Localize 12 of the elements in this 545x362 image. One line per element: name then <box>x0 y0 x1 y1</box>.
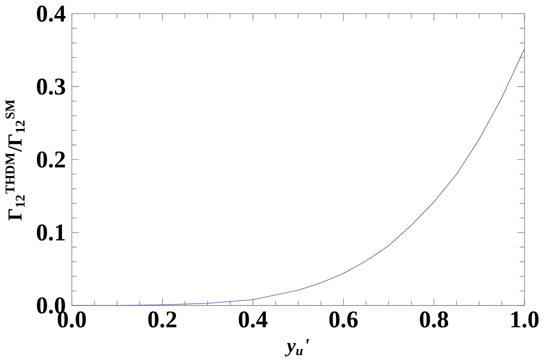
x-tick-label: 1.0 <box>511 311 539 328</box>
line-series <box>72 48 524 306</box>
x-tick-label: 0.6 <box>329 311 358 328</box>
x-tick-label: 0.2 <box>148 311 176 328</box>
y-tick-label: 0.3 <box>36 78 66 95</box>
y-axis-title: Γ$_{12}$$^{THDM}$/Γ$_{12}$SM <box>6 100 25 220</box>
y-tick-label: 0.2 <box>36 151 65 168</box>
x-tick-label: 0.8 <box>420 311 448 328</box>
y-tick-label: 0.1 <box>36 224 65 241</box>
x-axis-title: y$_{u}$' <box>284 339 310 356</box>
y-tick-label: 0.4 <box>36 6 66 22</box>
x-tick-label: 0.4 <box>238 311 268 328</box>
